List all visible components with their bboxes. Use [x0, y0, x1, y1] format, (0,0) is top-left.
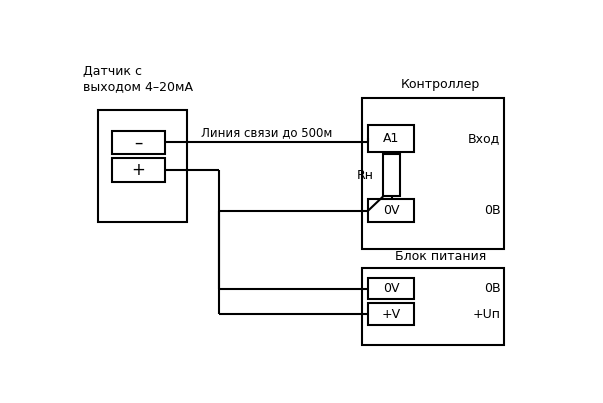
- Bar: [98, 110, 187, 222]
- Bar: [112, 158, 165, 182]
- Bar: [362, 268, 504, 345]
- Bar: [368, 125, 414, 152]
- Text: Линия связи до 500м: Линия связи до 500м: [201, 127, 332, 139]
- Bar: [112, 131, 165, 154]
- Bar: [384, 154, 400, 196]
- Text: –: –: [134, 133, 143, 151]
- Text: 0V: 0V: [383, 204, 399, 217]
- Text: Вход: Вход: [468, 132, 500, 145]
- Text: +Uп: +Uп: [472, 307, 500, 320]
- Bar: [362, 98, 504, 249]
- Text: 0В: 0В: [484, 204, 500, 217]
- Text: Контроллер: Контроллер: [401, 78, 481, 91]
- Text: +: +: [131, 161, 145, 179]
- Text: 0V: 0V: [383, 282, 399, 295]
- Bar: [368, 199, 414, 222]
- Text: 0В: 0В: [484, 282, 500, 295]
- Bar: [368, 278, 414, 299]
- Text: +V: +V: [382, 307, 400, 320]
- Text: Rн: Rн: [356, 169, 373, 182]
- Bar: [368, 303, 414, 325]
- Text: Датчик с
выходом 4–20мА: Датчик с выходом 4–20мА: [83, 65, 194, 93]
- Text: A1: A1: [383, 132, 399, 145]
- Text: Блок питания: Блок питания: [395, 250, 487, 263]
